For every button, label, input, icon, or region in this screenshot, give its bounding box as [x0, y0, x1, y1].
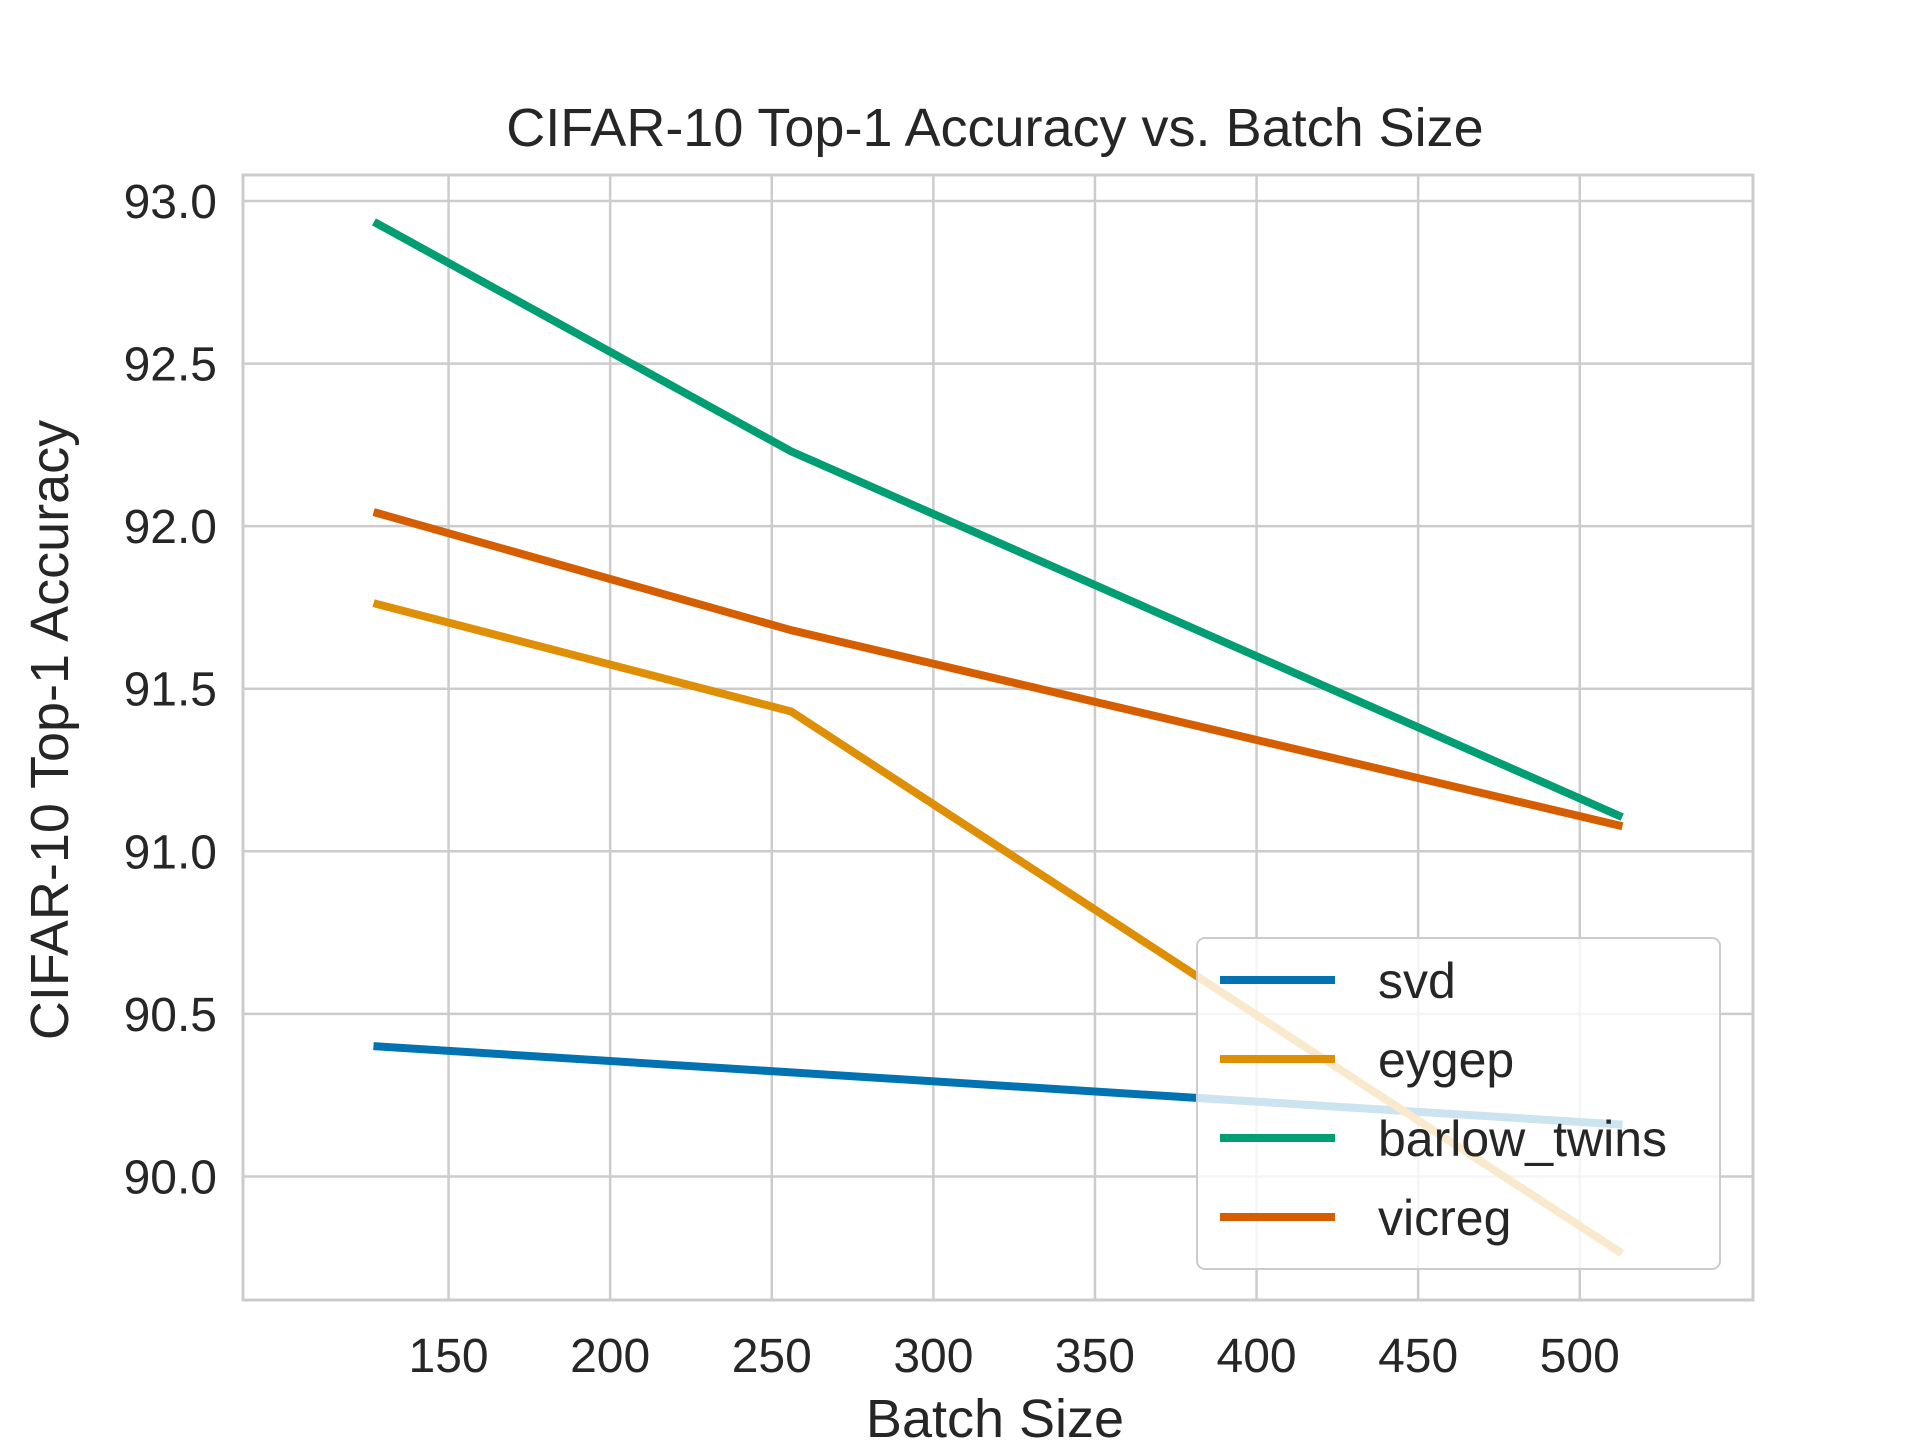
legend-label: eygep: [1378, 1032, 1514, 1088]
x-tick-label: 450: [1378, 1330, 1458, 1383]
x-tick-label: 150: [409, 1330, 489, 1383]
series-line-vicreg: [372, 508, 1624, 831]
y-tick-label: 92.0: [124, 501, 217, 554]
x-tick-label: 500: [1540, 1330, 1620, 1383]
legend-label: svd: [1378, 953, 1456, 1009]
y-tick-label: 92.5: [124, 339, 217, 392]
x-tick-label: 250: [732, 1330, 812, 1383]
y-axis-label: CIFAR-10 Top-1 Accuracy: [20, 420, 80, 1040]
series-line-barlow-twins: [372, 218, 1624, 821]
x-axis-label: Batch Size: [866, 1389, 1124, 1440]
x-tick-label: 300: [893, 1330, 973, 1383]
x-tick-label: 400: [1217, 1330, 1297, 1383]
legend-label: vicreg: [1378, 1190, 1511, 1246]
x-tick-label: 350: [1055, 1330, 1135, 1383]
y-tick-label: 93.0: [124, 176, 217, 229]
y-tick-label: 91.5: [124, 664, 217, 717]
y-tick-label: 91.0: [124, 826, 217, 879]
x-tick-label: 200: [570, 1330, 650, 1383]
legend-box: [1196, 937, 1721, 1270]
x-axis-ticks: 150 200 250 300 350 400 450 500: [409, 1330, 1620, 1383]
y-axis-ticks: 90.0 90.5 91.0 91.5 92.0 92.5 93.0: [124, 176, 217, 1204]
chart-title: CIFAR-10 Top-1 Accuracy vs. Batch Size: [506, 98, 1483, 158]
y-tick-label: 90.0: [124, 1151, 217, 1204]
y-tick-label: 90.5: [124, 989, 217, 1042]
plot-frame: [241, 173, 1755, 1302]
legend-label: barlow_twins: [1378, 1111, 1667, 1167]
